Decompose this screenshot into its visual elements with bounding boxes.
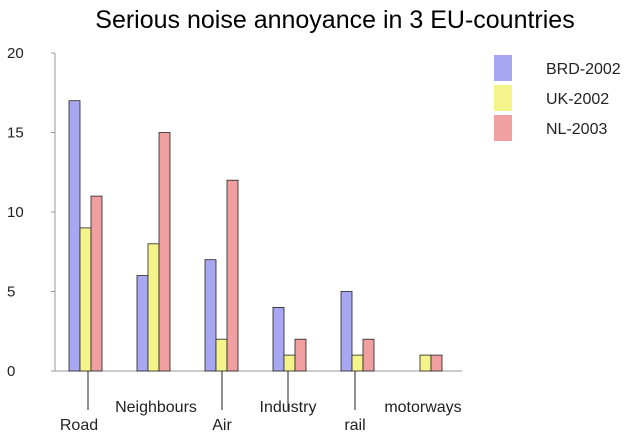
category-label: Road (60, 417, 98, 434)
category-labels: Road Neighbours Air Industry rail motorways (60, 371, 462, 434)
y-tick-label: 10 (7, 204, 24, 221)
plot-axes: 0 5 10 15 20 (7, 45, 462, 380)
bar-brd-2002-industry (272, 306, 285, 372)
bar-uk-2002-rail (351, 354, 364, 372)
category-label: Air (212, 417, 232, 434)
category-label: motorways (384, 399, 461, 416)
y-tick-label: 5 (7, 284, 15, 301)
bar-nl-2003-road (90, 195, 103, 372)
y-tick-label: 15 (7, 125, 24, 142)
legend-label: UK-2002 (546, 91, 609, 108)
legend-label: NL-2003 (546, 121, 607, 138)
legend: BRD-2002 UK-2002 NL-2003 (494, 55, 621, 141)
bar-uk-2002-air (215, 338, 228, 372)
legend-swatch (494, 85, 512, 111)
bar-brd-2002-neighbours (136, 275, 149, 372)
legend-swatch (494, 115, 512, 141)
legend-swatch (494, 55, 512, 81)
bar-uk-2002-motorways (419, 354, 432, 372)
bar-brd-2002-road (68, 100, 81, 372)
bar-uk-2002-neighbours (147, 243, 160, 372)
category-label: rail (344, 417, 365, 434)
y-tick-label: 0 (7, 363, 15, 380)
bar-nl-2003-air (226, 179, 239, 372)
chart-title: Serious noise annoyance in 3 EU-countrie… (95, 6, 574, 34)
category-label: Neighbours (115, 399, 197, 416)
bar-uk-2002-industry (283, 354, 296, 372)
bar-uk-2002-road (79, 227, 92, 372)
y-tick-label: 20 (7, 45, 24, 62)
category-label: Industry (260, 399, 317, 416)
bar-brd-2002-rail (340, 291, 353, 372)
legend-label: BRD-2002 (546, 61, 621, 78)
bar-nl-2003-motorways (430, 354, 443, 372)
bar-brd-2002-air (204, 259, 217, 372)
bar-nl-2003-industry (294, 338, 307, 372)
bar-nl-2003-rail (362, 338, 375, 372)
bars (68, 100, 443, 372)
bar-nl-2003-neighbours (158, 132, 171, 372)
